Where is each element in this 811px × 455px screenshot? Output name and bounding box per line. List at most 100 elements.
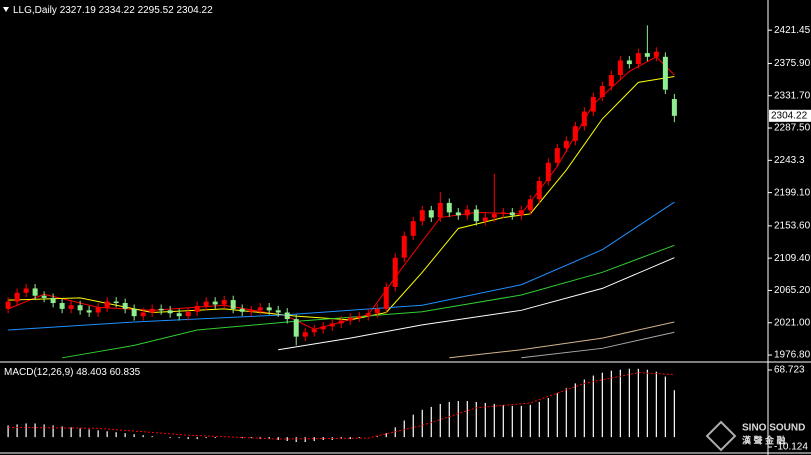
y-tick-label: 2153.60 [774,221,811,232]
price-label-box [769,109,811,122]
candle-body [545,162,551,181]
y-tick-label: 2065.20 [774,285,811,296]
candle-body [248,310,254,312]
candle-body [572,126,578,141]
moving-average [449,321,675,359]
macd-title: MACD(12,26,9) [4,367,73,378]
watermark-name: SINO SOUND [742,423,805,434]
candle-body [401,235,407,258]
y-tick-label: 2021.00 [774,317,811,328]
moving-average [62,244,675,359]
candle-body [41,295,47,298]
moving-average [8,76,675,321]
candle-body [518,210,524,216]
candle-body [59,303,65,309]
candle-body [329,323,335,327]
candle-body [5,301,11,309]
candle-body [86,310,92,313]
candle-body [194,305,200,312]
symbol: LLG,Daily [13,5,57,16]
candle-body [527,199,533,211]
low-readout: 2295.52 [138,5,175,16]
moving-average [8,201,675,331]
y-tick-label: 2199.10 [774,187,811,198]
y-tick-label: 1976.80 [774,350,811,361]
candle-body [581,111,587,127]
signal-readout: 60.835 [110,367,141,378]
candle-body [185,311,191,317]
candle-body [311,329,317,333]
logo [705,420,737,452]
candle-body [356,316,362,318]
y-tick-label: 2375.90 [774,58,811,69]
candle-body [554,148,560,163]
watermark-name-zh: 漢 聲 金 融 [742,434,786,445]
moving-average [521,331,675,359]
candle-body [464,209,470,216]
menu-arrow[interactable] [3,7,9,12]
candle-body [293,319,299,337]
macd-readout: 48.403 [76,367,107,378]
candle-body [383,286,389,309]
candle-body [212,301,218,305]
candle-body [590,96,596,112]
candle-body [563,140,569,149]
candle-body [203,301,209,306]
candle-body [230,300,236,309]
candle-body [536,181,542,200]
candle-body [482,217,488,222]
candle-body [149,308,155,313]
candle-body [347,317,353,321]
y-tick-label: 2421.45 [774,25,811,36]
candle-body [626,60,632,65]
candle-body [32,288,38,296]
candle-body [671,99,677,116]
candle-body [257,307,263,311]
candle-body [122,303,128,309]
candle-body [608,75,614,87]
candle-body [68,305,74,309]
candle-body [410,221,416,236]
y-tick-label: 2243.3 [774,155,805,166]
candle-body [50,297,56,304]
y-tick-label: 68.723 [774,365,805,376]
macd-header: MACD(12,26,9) 48.403 60.835 [4,367,141,378]
candle-body [491,213,497,218]
open-readout: 2327.19 [60,5,97,16]
candle-body [437,202,443,218]
candle-body [635,53,641,65]
candle-body [428,210,434,218]
moving-average [278,257,675,351]
candle-body [392,257,398,287]
candle-body [338,320,344,324]
candle-body [419,210,425,222]
candle-body [104,301,110,308]
candle-body [239,308,245,312]
candle-body [473,209,479,222]
candle-body [14,292,20,302]
y-tick-label: 2109.40 [774,253,811,264]
candle-body [455,212,461,216]
candle-body [140,312,146,317]
candle-body [176,313,182,317]
header: LLG,Daily 2327.19 2334.22 2295.52 2304.2… [13,5,213,16]
candle-body [446,202,452,213]
close-readout: 2304.22 [177,5,214,16]
candle-body [644,53,650,57]
candle-body [320,326,326,330]
candle-body [509,212,515,216]
candle-body [275,310,281,313]
candle-body [158,308,164,311]
candle-body [131,308,137,317]
candle-body [500,212,506,214]
candle-body [374,308,380,314]
candle-body [167,310,173,314]
high-readout: 2334.22 [99,5,136,16]
candle-body [599,86,605,97]
candle-body [365,313,371,317]
candle-body [95,307,101,313]
current-price-label: 2304.22 [771,110,808,121]
candle-body [653,51,659,57]
